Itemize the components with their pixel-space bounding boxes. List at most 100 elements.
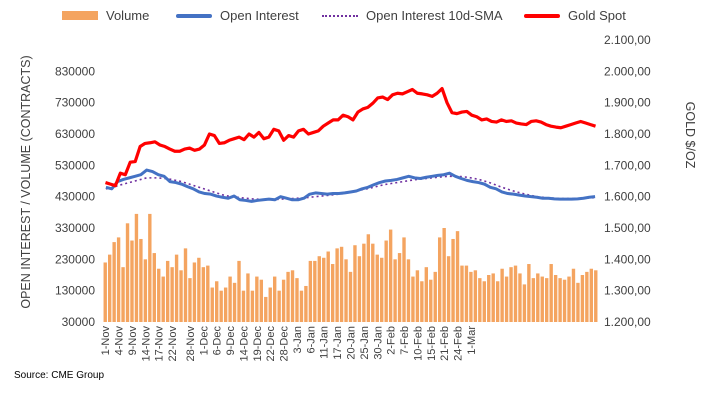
volume-bar: [397, 253, 402, 322]
volume-bar: [487, 275, 491, 322]
y2-tick-label: 1.400,00: [604, 252, 651, 266]
volume-bar: [219, 290, 223, 322]
volume-bar: [134, 213, 139, 322]
volume-bar: [580, 275, 585, 322]
volume-bar: [313, 260, 317, 322]
legend-item-open-interest-sma[interactable]: Open Interest 10d-SMA: [322, 8, 503, 23]
volume-bar: [415, 270, 420, 322]
volume-bar: [429, 279, 433, 322]
volume-bar: [491, 273, 495, 322]
volume-bar: [500, 268, 504, 322]
volume-bar: [174, 254, 179, 322]
y-tick-label: 30000: [62, 315, 96, 329]
volume-bar: [380, 257, 384, 322]
x-tick-label: 11-Jan: [319, 326, 331, 359]
volume-bar: [406, 259, 411, 322]
volume-bar: [308, 260, 313, 322]
volume-bar: [473, 270, 478, 322]
volume-bar: [272, 276, 277, 322]
volume-bar: [522, 284, 527, 322]
volume-bar: [594, 270, 598, 322]
volume-bar: [353, 245, 357, 322]
gold-spot-line: [104, 86, 597, 188]
volume-bar: [451, 238, 455, 322]
volume-bar: [107, 254, 112, 322]
volume-bar: [281, 279, 286, 322]
volume-bar: [362, 243, 366, 322]
x-tick-label: 28-Nov: [185, 326, 197, 362]
volume-bar: [170, 267, 174, 322]
volume-bar: [255, 276, 259, 322]
volume-bar: [366, 234, 371, 322]
x-tick-label: 2-Feb: [386, 326, 398, 355]
open-interest-line: [105, 168, 596, 203]
x-tick-label: 1-Mar: [466, 326, 478, 355]
volume-bar: [509, 267, 513, 322]
volume-bar: [201, 267, 206, 322]
legend-swatch-volume: [62, 11, 98, 20]
volume-bar: [112, 242, 116, 322]
volume-bar: [504, 276, 509, 322]
volume-bar: [250, 290, 255, 322]
volume-bar: [317, 256, 321, 322]
volume-bar: [464, 265, 469, 322]
x-tick-label: 1-Dec: [198, 326, 210, 356]
x-tick-label: 10-Feb: [412, 326, 424, 361]
volume-bar: [411, 276, 415, 322]
legend-swatch-gold-spot: [524, 13, 560, 18]
volume-bar: [558, 278, 562, 322]
y2-axis-title: GOLD $/OZ: [683, 102, 697, 169]
volume-bar: [545, 278, 549, 322]
volume-bar: [540, 276, 544, 322]
legend-label-open-interest: Open Interest: [220, 8, 299, 23]
volume-bar: [576, 282, 580, 322]
y2-tick-label: 1.600,00: [604, 190, 651, 204]
volume-bar: [330, 264, 335, 322]
legend-item-gold-spot[interactable]: Gold Spot: [524, 8, 626, 23]
volume-bar: [259, 279, 264, 322]
x-tick-label: 6-Jan: [305, 326, 317, 354]
volume-bar: [536, 273, 540, 322]
x-tick-label: 4-Nov: [114, 326, 126, 356]
volume-bar: [290, 270, 295, 322]
y-tick-label: 330000: [55, 221, 95, 235]
chart-legend: Volume Open Interest Open Interest 10d-S…: [0, 8, 702, 28]
y-tick-label: 830000: [55, 64, 95, 78]
x-tick-label: 25-Jan: [359, 326, 371, 360]
volume-bar: [567, 276, 571, 322]
volume-bar: [393, 259, 397, 322]
volume-bar: [388, 229, 393, 322]
y-tick-label: 730000: [55, 96, 95, 110]
y-tick-label: 230000: [55, 252, 95, 266]
volume-bar: [232, 282, 237, 322]
x-tick-label: 15-Feb: [426, 326, 438, 361]
y-tick-label: 430000: [55, 190, 95, 204]
volume-bar: [148, 213, 152, 322]
y2-tick-label: 2.100,00: [604, 33, 651, 47]
volume-bar: [585, 271, 589, 322]
legend-item-volume[interactable]: Volume: [62, 8, 149, 23]
y-tick-label: 130000: [55, 284, 95, 298]
volume-bar: [197, 257, 201, 322]
volume-bar: [139, 238, 143, 322]
x-tick-label: 14-Nov: [140, 326, 152, 362]
volume-bar: [562, 279, 567, 322]
volume-bar: [375, 254, 379, 322]
volume-bar: [165, 260, 170, 322]
volume-bar: [277, 290, 281, 322]
legend-label-volume: Volume: [106, 8, 150, 23]
volume-bar: [192, 262, 197, 322]
legend-swatch-open-interest: [176, 13, 212, 18]
volume-bar: [339, 246, 344, 322]
legend-item-open-interest[interactable]: Open Interest: [176, 8, 299, 23]
volume-bar: [322, 257, 326, 322]
volume-bar: [268, 287, 272, 322]
volume-bar: [161, 276, 165, 322]
open-interest-sma-line: [105, 175, 596, 201]
volume-bar: [348, 271, 353, 322]
volume-bar: [335, 248, 339, 322]
x-tick-label: 3-Jan: [292, 326, 304, 354]
x-tick-label: 21-Feb: [439, 326, 451, 361]
volume-bar: [183, 248, 188, 322]
volume-bar: [264, 296, 268, 322]
